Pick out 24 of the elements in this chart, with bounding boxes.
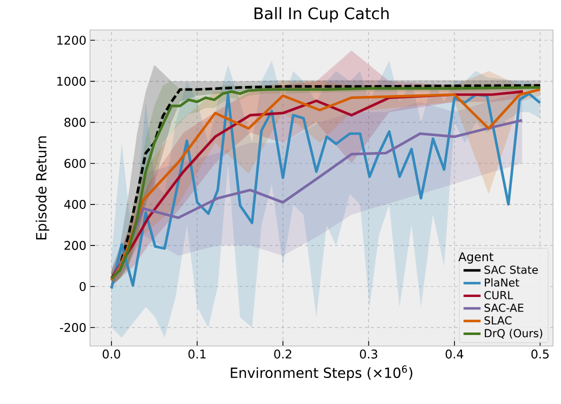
y-tick-label: 1000 [57, 76, 86, 86]
y-axis-title: Episode Return [36, 136, 50, 240]
legend-label: SAC-AE [484, 304, 524, 312]
y-tick-label: 0 [80, 282, 86, 292]
y-tick-label: 600 [64, 158, 86, 168]
legend-label: DrQ (Ours) [484, 328, 542, 339]
legend-label: CURL [484, 291, 514, 300]
legend-title: Agent [458, 252, 494, 264]
chart-title: Ball In Cup Catch [254, 7, 389, 22]
x-tick-label: 0.5 [531, 350, 549, 359]
y-tick-label: 800 [64, 118, 86, 127]
legend-label: PlaNet [484, 278, 520, 287]
x-tick-label: 0.0 [102, 350, 120, 359]
x-tick-label: 0.1 [188, 350, 206, 359]
x-axis-title: Environment Steps (×10$^{6}$) [230, 365, 412, 381]
y-tick-label: -200 [60, 323, 86, 332]
y-tick-label: 200 [64, 240, 86, 250]
y-tick-label: 1200 [57, 36, 86, 45]
y-tick-label: 400 [64, 200, 86, 209]
x-tick-label: 0.4 [446, 350, 464, 359]
legend-label: SLAC [484, 316, 512, 325]
x-tick-label: 0.3 [360, 350, 378, 359]
x-tick-label: 0.2 [274, 350, 292, 359]
legend-label: SAC State [484, 266, 538, 274]
